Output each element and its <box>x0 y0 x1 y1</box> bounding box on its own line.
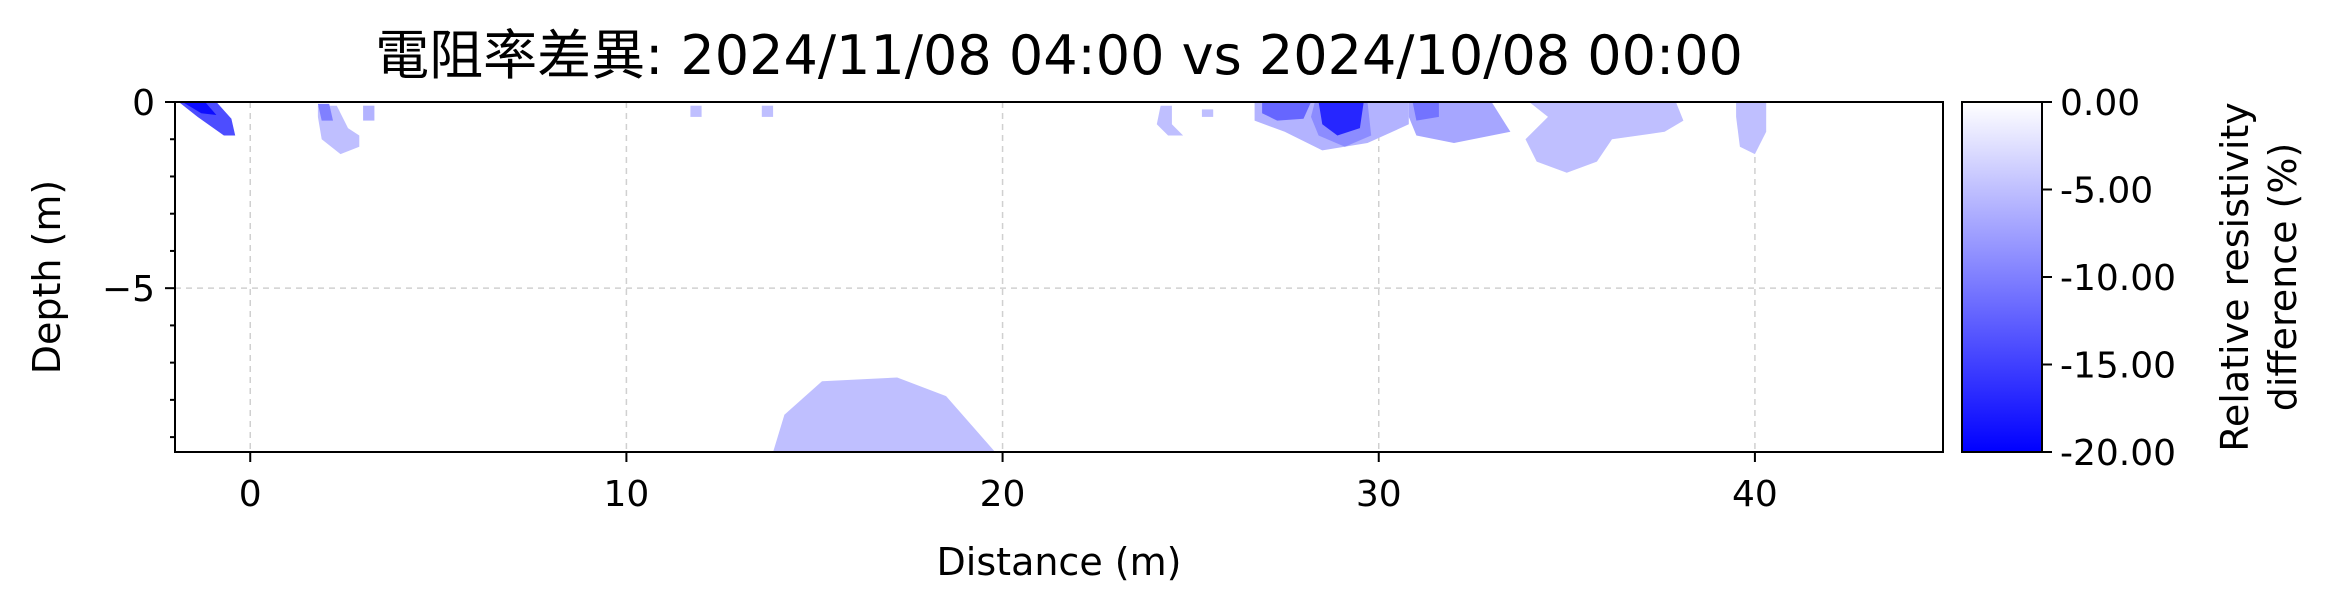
anomaly-region-11 <box>1262 102 1311 121</box>
anomaly-region-17 <box>1736 102 1767 155</box>
anomaly-region-6 <box>761 105 774 117</box>
y-axis-ticks: 0 −5 <box>102 83 175 439</box>
x-tick-label: 30 <box>1356 474 1402 515</box>
y-tick-label: −5 <box>102 269 155 310</box>
colorbar-tick-label: -15.00 <box>2060 346 2176 387</box>
chart-title: 電阻率差異: 2024/11/08 04:00 vs 2024/10/08 00… <box>375 24 1743 87</box>
anomaly-region-5 <box>690 105 702 117</box>
x-tick-label: 40 <box>1732 474 1778 515</box>
anomaly-region-4 <box>363 105 375 121</box>
x-tick-label: 20 <box>980 474 1026 515</box>
y-axis-label: Depth (m) <box>25 180 69 375</box>
x-tick-label: 10 <box>603 474 649 515</box>
colorbar-gradient <box>1962 102 2042 452</box>
anomaly-layer <box>178 102 1767 452</box>
plot-area: 0 10 20 30 40 0 −5 <box>102 83 1944 515</box>
y-tick-label: 0 <box>132 83 155 124</box>
anomaly-region-0 <box>178 102 236 136</box>
anomaly-region-15 <box>1412 102 1439 121</box>
colorbar: 0.00 -5.00 -10.00 -15.00 -20.00 Relative res… <box>1961 83 2305 474</box>
anomaly-region-13 <box>1318 102 1364 136</box>
anomaly-region-1 <box>182 102 217 115</box>
anomaly-region-8 <box>1156 105 1184 136</box>
plot-background <box>175 102 1943 452</box>
colorbar-tick-label: 0.00 <box>2060 83 2140 124</box>
x-axis-label: Distance (m) <box>937 540 1182 584</box>
colorbar-label-line2: difference (%) <box>2261 143 2305 412</box>
colorbar-label-line1: Relative resistivity <box>2213 102 2257 452</box>
anomaly-region-9 <box>1201 109 1214 117</box>
colorbar-tick-label: -5.00 <box>2060 171 2153 212</box>
plot-frame <box>174 101 1944 453</box>
anomaly-region-3 <box>317 103 333 121</box>
x-axis-ticks: 0 10 20 30 40 <box>239 452 1778 515</box>
colorbar-tick-label: -10.00 <box>2060 258 2176 299</box>
anomaly-region-16 <box>1525 102 1684 173</box>
colorbar-tick-label: -20.00 <box>2060 433 2176 474</box>
anomaly-region-7 <box>773 377 996 452</box>
x-tick-label: 0 <box>239 474 262 515</box>
colorbar-ticks: 0.00 -5.00 -10.00 -15.00 -20.00 <box>2042 83 2176 474</box>
